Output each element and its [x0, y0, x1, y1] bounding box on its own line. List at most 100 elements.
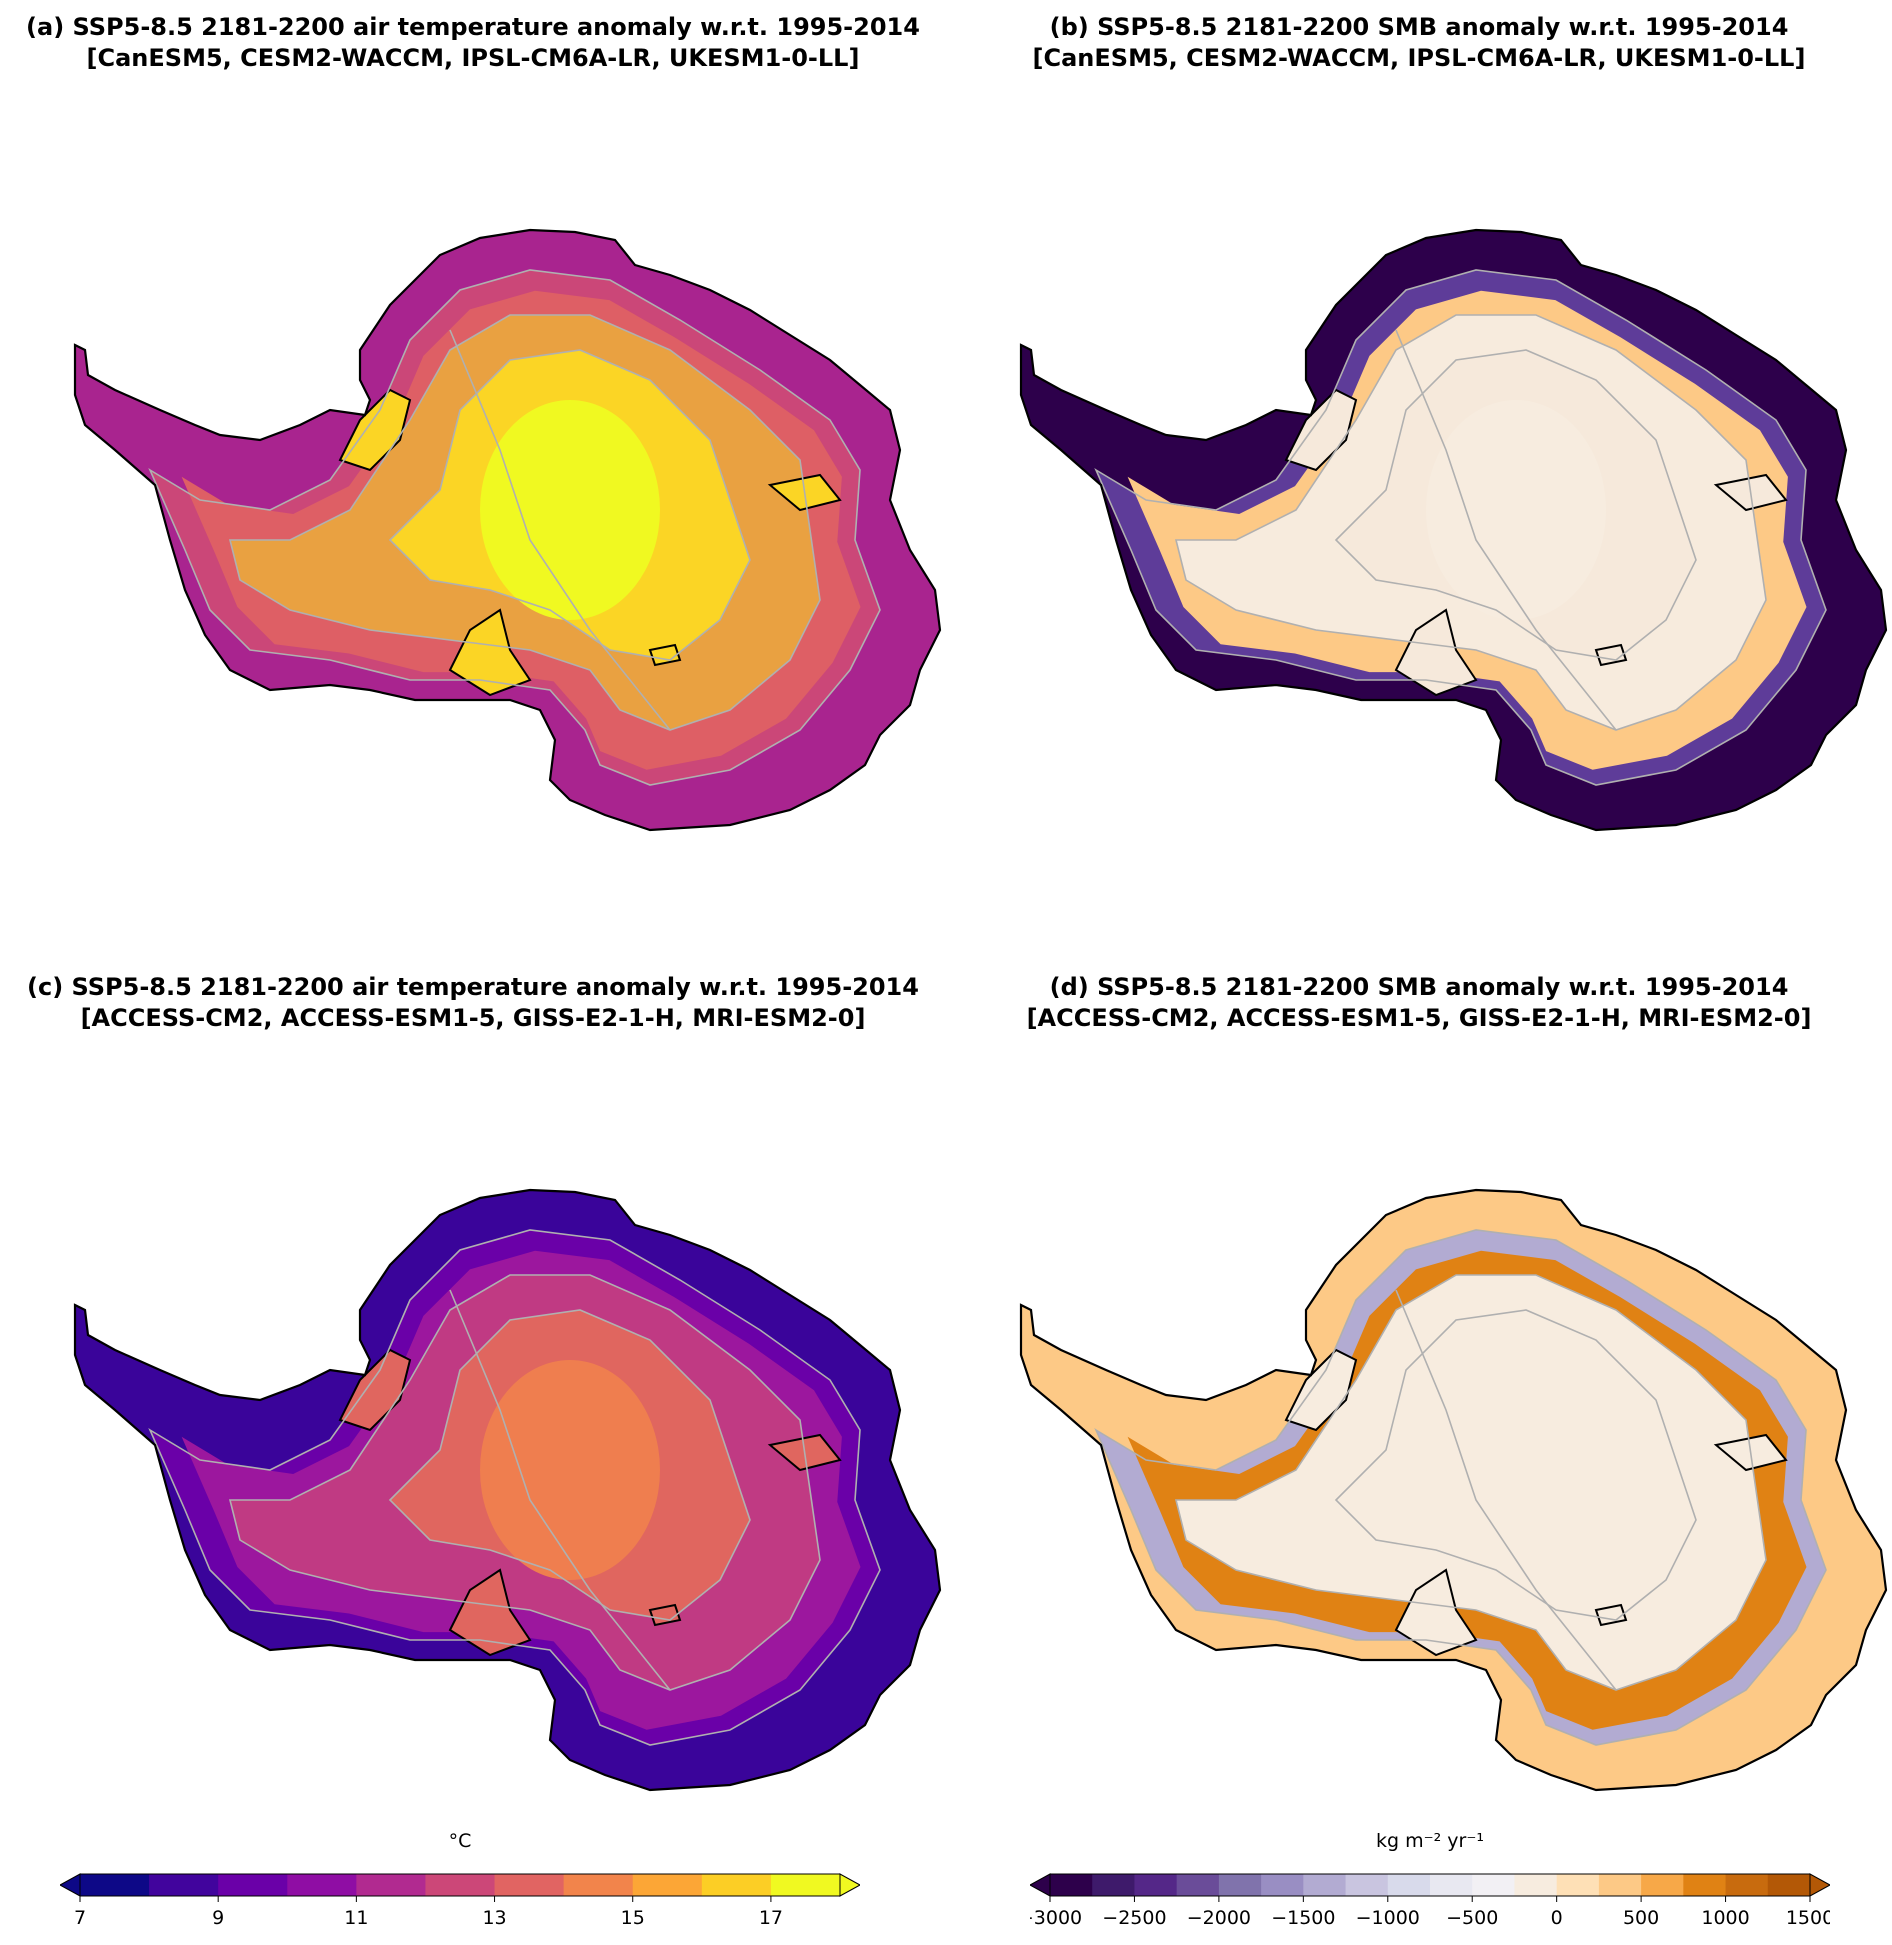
panel-title: (d) SSP5-8.5 2181-2200 SMB anomaly w.r.t…: [946, 972, 1892, 1034]
colorbar-tick-label: 13: [482, 1907, 506, 1929]
colorbar-tick-label: −3000: [1030, 1907, 1082, 1929]
panel-a: (a) SSP5-8.5 2181-2200 air temperature a…: [0, 0, 946, 960]
colorbar-segment: [1683, 1874, 1727, 1896]
panel-title-line2: [ACCESS-CM2, ACCESS-ESM1-5, GISS-E2-1-H,…: [80, 1004, 866, 1032]
colorbar-tick-label: −2500: [1102, 1907, 1166, 1929]
colorbar-segment: [287, 1874, 357, 1896]
coastline: [1019, 228, 1888, 832]
ice-divide-line: [1395, 1289, 1617, 1691]
colorbar-tick-label: 1500: [1786, 1907, 1830, 1929]
colorbar-segment: [494, 1874, 565, 1896]
panel-title-line2: [CanESM5, CESM2-WACCM, IPSL-CM6A-LR, UKE…: [1032, 44, 1806, 72]
panel-d: (d) SSP5-8.5 2181-2200 SMB anomaly w.r.t…: [946, 960, 1892, 1920]
colorbar-segment: [356, 1874, 426, 1896]
colorbar-segment: [1430, 1874, 1473, 1896]
colorbar-scale: 7 9 11 13 15 17: [60, 1873, 860, 1929]
map-fill-region: [1426, 1360, 1606, 1580]
smb-colorbar: kg m⁻² yr⁻¹ −3000 −2500 −2000 −1500 −1000 −50…: [1030, 1830, 1830, 1940]
colorbar-extend-min: [60, 1873, 81, 1897]
elevation-contour: [1094, 269, 1827, 786]
colorbar-tick-label: −2000: [1187, 1907, 1251, 1929]
colorbar-frame: [1049, 1873, 1811, 1897]
colorbar-segment: [632, 1874, 703, 1896]
ice-shelf-outline: [648, 643, 682, 667]
ice-divide-line: [449, 329, 671, 731]
ice-shelf-outline: [648, 1603, 682, 1627]
panel-title-line2: [ACCESS-CM2, ACCESS-ESM1-5, GISS-E2-1-H,…: [1026, 1004, 1812, 1032]
ice-shelf-outline: [338, 388, 412, 472]
colorbar-segment: [1261, 1874, 1304, 1896]
elevation-contour: [388, 1309, 751, 1621]
colorbar-tick-label: 1000: [1701, 1907, 1749, 1929]
antarctica-map: [1019, 228, 1888, 832]
elevation-contour: [1174, 1274, 1767, 1691]
colorbar-segment: [563, 1874, 634, 1896]
panel-title: (b) SSP5-8.5 2181-2200 SMB anomaly w.r.t…: [946, 12, 1892, 74]
antarctica-map: [73, 1188, 942, 1792]
ice-shelf-outline: [1284, 388, 1358, 472]
colorbar-tick-label: 500: [1623, 1907, 1659, 1929]
ice-shelf-outline: [1394, 608, 1478, 697]
map-fill-region: [480, 1360, 660, 1580]
colorbar-segment: [1092, 1874, 1135, 1896]
elevation-contour: [148, 269, 881, 786]
panel-title-line1: (a) SSP5-8.5 2181-2200 air temperature a…: [26, 13, 920, 41]
ice-shelf-outline: [1284, 1348, 1358, 1432]
colorbar-tick-label: −1500: [1271, 1907, 1335, 1929]
ice-shelf-outline: [448, 1568, 532, 1657]
colorbar-segment: [1556, 1874, 1600, 1896]
ice-shelf-outline: [1394, 1568, 1478, 1657]
temperature-colorbar: °C 7 9 11 13 15 17: [60, 1830, 860, 1940]
panel-title-line2: [CanESM5, CESM2-WACCM, IPSL-CM6A-LR, UKE…: [86, 44, 860, 72]
colorbar-segment: [1387, 1874, 1431, 1896]
ice-shelf-outline: [1594, 1603, 1628, 1627]
colorbar-tick-label: 0: [1551, 1907, 1563, 1929]
colorbar-tick-label: 15: [621, 1907, 645, 1929]
elevation-contour: [388, 349, 751, 661]
colorbar-extend-min: [1030, 1873, 1051, 1897]
colorbar-segment: [770, 1874, 841, 1896]
panel-b: (b) SSP5-8.5 2181-2200 SMB anomaly w.r.t…: [946, 0, 1892, 960]
colorbar-extend-max: [1809, 1873, 1830, 1897]
elevation-contour: [1094, 1229, 1827, 1746]
panel-title-line1: (b) SSP5-8.5 2181-2200 SMB anomaly w.r.t…: [1049, 13, 1789, 41]
colorbar-tick-label: 9: [212, 1907, 224, 1929]
colorbar-tick-label: 17: [759, 1907, 783, 1929]
colorbar-unit-label: kg m⁻² yr⁻¹: [1376, 1830, 1484, 1852]
ice-divide-line: [1395, 329, 1617, 731]
colorbar-segment: [1725, 1874, 1769, 1896]
panel-title-line1: (c) SSP5-8.5 2181-2200 air temperature a…: [27, 973, 919, 1001]
colorbar-segment: [1303, 1874, 1347, 1896]
elevation-contour: [1334, 349, 1697, 661]
colorbar-segment: [701, 1874, 772, 1896]
elevation-contour: [1174, 314, 1767, 731]
colorbar-segment: [1218, 1874, 1262, 1896]
colorbar-segment: [1514, 1874, 1558, 1896]
antarctica-map: [73, 228, 942, 832]
colorbar-segment: [1176, 1874, 1220, 1896]
ice-shelf-outline: [1594, 643, 1628, 667]
panel-title: (c) SSP5-8.5 2181-2200 air temperature a…: [0, 972, 946, 1034]
coastline: [73, 228, 942, 832]
ice-shelf-outline: [338, 1348, 412, 1432]
panel-c: (c) SSP5-8.5 2181-2200 air temperature a…: [0, 960, 946, 1920]
colorbar-tick-label: −500: [1446, 1907, 1498, 1929]
panel-title: (a) SSP5-8.5 2181-2200 air temperature a…: [0, 12, 946, 74]
panel-title-line1: (d) SSP5-8.5 2181-2200 SMB anomaly w.r.t…: [1049, 973, 1789, 1001]
colorbar-segment: [80, 1874, 150, 1896]
colorbar-tick-label: 7: [74, 1907, 86, 1929]
colorbar-scale: −3000 −2500 −2000 −1500 −1000 −500 0 500 1000 150…: [1030, 1873, 1830, 1929]
colorbar-extend-max: [839, 1873, 860, 1897]
coastline: [73, 1188, 942, 1792]
coastline: [1019, 1188, 1888, 1792]
colorbar-segment: [1641, 1874, 1684, 1896]
ice-shelf-outline: [448, 608, 532, 697]
colorbar-segment: [218, 1874, 288, 1896]
colorbar-segment: [149, 1874, 219, 1896]
elevation-contour: [148, 1229, 881, 1746]
colorbar-tick-label: −1000: [1356, 1907, 1420, 1929]
antarctica-map: [1019, 1188, 1888, 1792]
colorbar-tick-label: 11: [344, 1907, 368, 1929]
elevation-contour: [228, 314, 821, 731]
colorbar-segment: [425, 1874, 496, 1896]
